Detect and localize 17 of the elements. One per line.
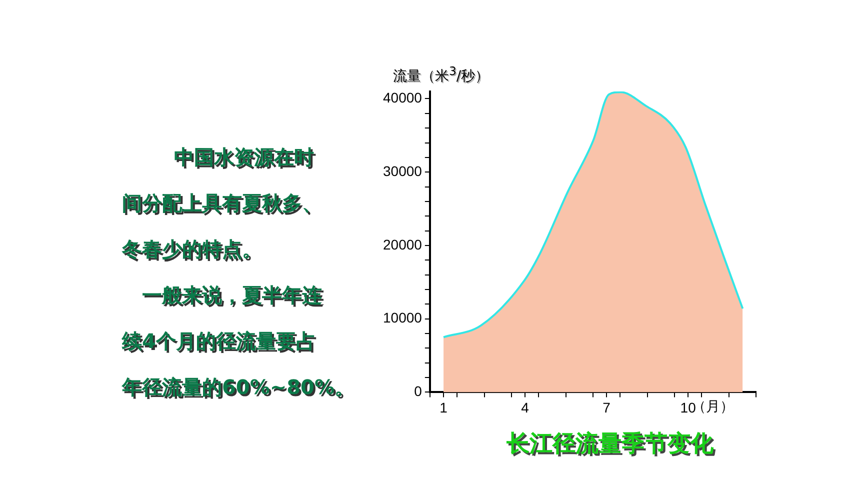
y-axis-title: 流量（米$^{3}$/秒）: [393, 64, 490, 86]
text: 间分配上具有夏秋多、: [122, 190, 323, 217]
x-tick-label: 1: [440, 399, 448, 416]
x-tick-label: 7: [602, 399, 611, 416]
text: 中国水资源在时: [173, 144, 315, 171]
x-tick-label: 4: [521, 399, 530, 416]
y-tick-label: 20000: [382, 236, 422, 252]
y-tick-label: 0: [414, 383, 422, 400]
y-tick-label: 30000: [382, 162, 422, 179]
text: 续4个月的径流量要占: [122, 328, 317, 355]
text: 冬春少的特点。: [122, 236, 263, 263]
y-tick-label: 10000: [382, 310, 422, 326]
text: 年径流量的60%~80%。: [122, 374, 356, 401]
y-tick-label: 40000: [382, 90, 422, 106]
text: 一般来说，夏半年连: [141, 282, 323, 309]
line-series: [442, 91, 744, 338]
text: 长江径流量季节变化: [506, 430, 714, 459]
